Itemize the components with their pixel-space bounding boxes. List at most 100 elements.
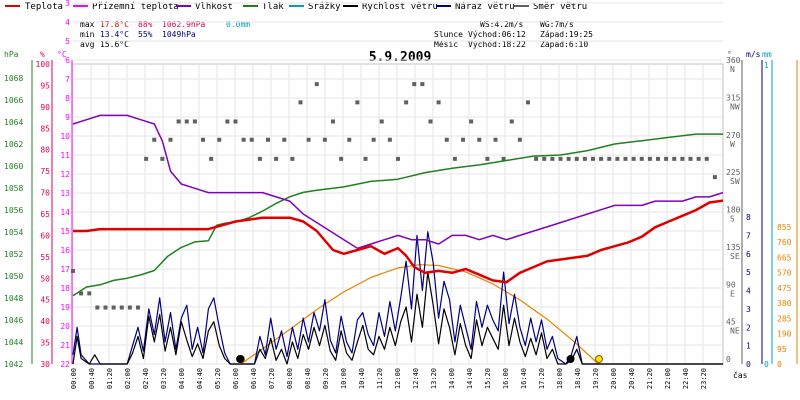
wind-direction-marker — [266, 137, 270, 142]
wind-tick-label: 0 — [746, 360, 751, 369]
x-tick-label: 10:40 — [358, 368, 366, 389]
x-tick-label: 09:20 — [322, 368, 330, 389]
humidity-line — [72, 114, 724, 250]
x-tick-label: 23:20 — [700, 368, 708, 389]
wind-direction-marker — [160, 156, 165, 161]
temperature-tick-label: 3 — [65, 0, 70, 8]
x-axis-label: čas — [733, 370, 748, 380]
x-tick-label: 19:20 — [592, 368, 600, 389]
pressure-tick-label: 1054 — [4, 228, 23, 237]
sun-marker — [594, 355, 603, 363]
direction-tick-label: SW — [730, 177, 740, 186]
x-tick-label: 01:20 — [106, 368, 114, 389]
wind-direction-marker — [371, 137, 376, 142]
humidity-axis-unit: % — [40, 50, 45, 59]
axes: 1042104410461048105010521054105610581060… — [4, 0, 798, 389]
wind-direction-marker — [696, 156, 701, 161]
wind-tick-label: 6 — [746, 250, 751, 259]
wind-direction-marker — [436, 100, 441, 105]
direction-tick-label: NW — [730, 102, 740, 111]
direction-tick-label: 270 — [726, 131, 741, 140]
humidity-tick-label: 50 — [40, 274, 50, 283]
wind-direction-marker — [501, 156, 506, 161]
wind-axis-unit: m/s — [746, 50, 761, 59]
pressure-tick-label: 1068 — [4, 74, 23, 83]
solar-tick-label: 95 — [777, 345, 787, 354]
legend-label-pressure: Tlak — [262, 2, 284, 12]
temperature-tick-label: 14 — [60, 208, 70, 217]
moon-marker — [236, 355, 245, 363]
stats-max-label: max — [80, 20, 95, 29]
x-tick-label: 17:20 — [538, 368, 546, 389]
x-tick-label: 06:40 — [250, 368, 258, 389]
wind-tick-label: 5 — [746, 268, 751, 277]
wind-direction-marker — [363, 156, 368, 161]
solar-tick-label: 760 — [777, 238, 792, 247]
wind-speed-line — [72, 271, 723, 365]
wind-tick-label: 1 — [746, 342, 751, 351]
x-tick-label: 00:00 — [70, 368, 78, 389]
wind-direction-marker — [249, 137, 254, 142]
humidity-tick-label: 55 — [40, 253, 50, 262]
humidity-tick-label: 60 — [40, 231, 50, 240]
direction-tick-label: 90 — [726, 280, 736, 289]
wind-direction-marker — [428, 119, 433, 124]
direction-tick-label: NE — [730, 327, 740, 336]
wind-direction-marker — [355, 100, 360, 105]
x-tick-label: 06:00 — [232, 368, 240, 389]
wind-direction-marker — [87, 291, 92, 296]
wind-direction-marker — [257, 156, 262, 161]
wind-direction-marker — [517, 137, 522, 142]
wind-direction-marker — [656, 156, 660, 161]
legend-label-wind-gust: Náraz větru — [455, 2, 515, 12]
solar-tick-label: 190 — [777, 330, 792, 339]
solar-tick-label: 380 — [777, 299, 792, 308]
wind-direction-marker — [566, 156, 571, 161]
x-tick-label: 14:00 — [448, 368, 456, 389]
wind-direction-marker — [192, 119, 197, 124]
moon-marker — [566, 355, 575, 363]
pressure-tick-label: 1050 — [4, 272, 23, 281]
stats-min-temp: 13.4°C — [100, 30, 129, 39]
x-tick-label: 04:40 — [196, 368, 204, 389]
wind-direction-marker — [339, 156, 344, 161]
temperature-tick-label: 20 — [60, 322, 70, 331]
direction-axis-unit: ° — [727, 50, 732, 59]
x-tick-label: 13:20 — [430, 368, 438, 389]
wind-direction-marker — [290, 156, 295, 161]
x-tick-label: 00:40 — [88, 368, 96, 389]
pressure-tick-label: 1062 — [4, 140, 23, 149]
wind-direction-marker — [71, 268, 75, 273]
stats-max-temp: 17.8°C — [100, 20, 129, 29]
temperature-tick-label: 9 — [65, 113, 70, 122]
x-tick-label: 03:20 — [160, 368, 168, 389]
x-tick-label: 15:20 — [484, 368, 492, 389]
direction-tick-label: 45 — [726, 318, 736, 327]
legend-label-wind-speed: Rychlost větru — [362, 2, 438, 12]
x-tick-label: 20:40 — [628, 368, 636, 389]
temperature-tick-label: 8 — [65, 94, 70, 103]
temperature-tick-label: 21 — [60, 341, 70, 350]
wind-direction-marker — [176, 119, 181, 124]
humidity-tick-label: 35 — [40, 339, 50, 348]
wind-direction-marker — [615, 156, 620, 161]
wind-direction-marker — [469, 119, 474, 124]
solar-tick-label: 285 — [777, 314, 792, 323]
wind-direction-marker — [225, 119, 230, 124]
x-tick-label: 05:20 — [214, 368, 222, 389]
wind-direction-marker — [144, 156, 149, 161]
pressure-tick-label: 1064 — [4, 118, 23, 127]
x-tick-label: 12:40 — [412, 368, 420, 389]
stats-min-pressure: 1049hPa — [162, 30, 196, 39]
direction-tick-label: N — [730, 65, 735, 74]
wind-direction-marker — [647, 156, 652, 161]
wind-direction-marker — [184, 119, 189, 124]
wind-speed-info: WS:4.2m/s — [480, 20, 524, 29]
wind-direction-marker — [623, 156, 628, 161]
pressure-tick-label: 1046 — [4, 316, 23, 325]
wind-direction-marker — [298, 100, 303, 105]
wind-direction-marker — [558, 156, 563, 161]
wind-direction-marker — [201, 137, 205, 142]
wind-direction-marker — [639, 156, 644, 161]
wind-direction-marker — [396, 156, 400, 161]
